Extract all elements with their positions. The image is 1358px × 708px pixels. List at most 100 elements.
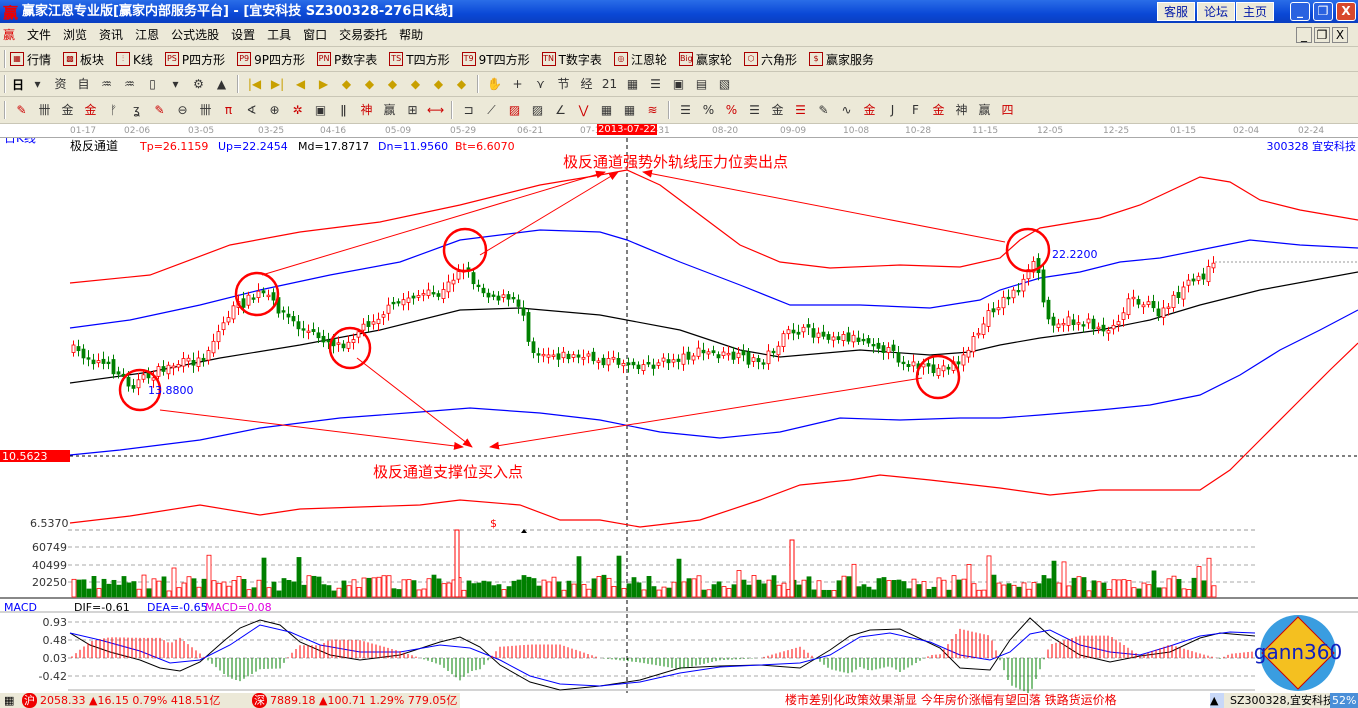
drawing-tool-icon[interactable]: ✎: [154, 102, 165, 117]
drawing-tool-icon[interactable]: ∿: [841, 102, 852, 117]
chart-tool-icon[interactable]: ◀: [295, 76, 306, 91]
toolbar-button[interactable]: TS T四方形: [389, 51, 450, 68]
drawing-tool-icon[interactable]: ≋: [647, 102, 658, 117]
drawing-tool-icon[interactable]: ▨: [531, 102, 544, 117]
drawing-tool-icon[interactable]: %: [702, 102, 715, 117]
drawing-tool-icon[interactable]: 神: [955, 102, 968, 117]
menu-item[interactable]: 帮助: [399, 28, 424, 42]
news-ticker[interactable]: 楼市差别化政策效果渐显 今年房价涨幅有望回落 铁路货运价格: [785, 693, 1117, 707]
chart-tool-icon[interactable]: ▤: [695, 76, 708, 91]
drawing-tool-icon[interactable]: ▨: [508, 102, 521, 117]
chart-tool-icon[interactable]: ⚙: [193, 76, 204, 91]
menu-item[interactable]: 浏览: [63, 28, 88, 42]
drawing-tool-icon[interactable]: ⊖: [177, 102, 188, 117]
drawing-tool-icon[interactable]: 金: [863, 102, 876, 117]
chart-tool-icon[interactable]: ▶: [318, 76, 329, 91]
customer-service-button[interactable]: 客服: [1157, 2, 1196, 21]
chart-tool-icon[interactable]: ▲: [216, 76, 227, 91]
chart-tool-icon[interactable]: ✋: [487, 76, 502, 91]
chart-tool-icon[interactable]: ◆: [410, 76, 421, 91]
menu-item[interactable]: 江恩: [135, 28, 160, 42]
chart-tool-icon[interactable]: ▾: [172, 76, 179, 91]
drawing-tool-icon[interactable]: 金: [61, 102, 74, 117]
drawing-tool-icon[interactable]: ∠: [555, 102, 566, 117]
toolbar-button[interactable]: PS P四方形: [164, 51, 225, 68]
drawing-tool-icon[interactable]: ▦: [600, 102, 613, 117]
menu-item[interactable]: 工具: [267, 28, 292, 42]
drawing-tool-icon[interactable]: ☰: [795, 102, 806, 117]
chart-tool-icon[interactable]: ♒: [124, 76, 135, 91]
toolbar-button[interactable]: Big 赢家轮: [678, 51, 732, 68]
menu-item[interactable]: 公式选股: [171, 28, 220, 42]
maximize-button[interactable]: ❐: [1313, 2, 1333, 21]
toolbar-button[interactable]: ⬡ 六角形: [743, 51, 797, 68]
period-selector[interactable]: 日: [12, 77, 25, 92]
drawing-tool-icon[interactable]: ▦: [623, 102, 636, 117]
chart-tool-icon[interactable]: ▶|: [270, 76, 285, 91]
chart-tool-icon[interactable]: ◆: [364, 76, 375, 91]
drawing-tool-icon[interactable]: π: [224, 102, 233, 117]
menu-item[interactable]: 文件: [27, 28, 52, 42]
toolbar-button[interactable]: ▦ 行情: [10, 51, 51, 68]
toolbar-button[interactable]: ⫶ K线: [116, 51, 153, 68]
drawing-tool-icon[interactable]: ⟋: [487, 102, 496, 117]
drawing-tool-icon[interactable]: 赢: [383, 102, 396, 117]
chart-tool-icon[interactable]: ◆: [341, 76, 352, 91]
chart-tool-icon[interactable]: ◆: [456, 76, 467, 91]
drawing-tool-icon[interactable]: ⊕: [269, 102, 280, 117]
toolbar-button[interactable]: TN T数字表: [541, 51, 602, 68]
chart-tool-icon[interactable]: +: [512, 76, 523, 91]
drawing-tool-icon[interactable]: 赢: [978, 102, 991, 117]
chart-tool-icon[interactable]: |◀: [247, 76, 262, 91]
scroll-up-button[interactable]: ▲: [1210, 693, 1224, 708]
chart-tool-icon[interactable]: ◆: [387, 76, 398, 91]
chart-tool-icon[interactable]: ♒: [101, 76, 112, 91]
drawing-tool-icon[interactable]: ✎: [818, 102, 829, 117]
toolbar-button[interactable]: ◎ 江恩轮: [613, 51, 667, 68]
drawing-tool-icon[interactable]: ▣: [314, 102, 327, 117]
chart-tool-icon[interactable]: ▯: [149, 76, 156, 91]
drawing-tool-icon[interactable]: 卌: [38, 102, 51, 117]
toolbar-button[interactable]: PN P数字表: [317, 51, 377, 68]
chart-tool-icon[interactable]: 21: [601, 76, 618, 91]
chart-tool-icon[interactable]: ⋎: [536, 76, 545, 91]
chart-tool-icon[interactable]: 经: [580, 76, 593, 91]
drawing-tool-icon[interactable]: ʓ: [133, 102, 140, 117]
menu-item[interactable]: 交易委托: [339, 28, 388, 42]
menu-item[interactable]: 窗口: [303, 28, 328, 42]
kline-chart[interactable]: 日K线 极反通道 Tp=26.1159 Up=22.2454 Md=17.8717 Dn=…: [0, 138, 1358, 693]
forum-button[interactable]: 论坛: [1197, 2, 1236, 21]
drawing-tool-icon[interactable]: ✎: [16, 102, 27, 117]
chart-tool-icon[interactable]: ◆: [433, 76, 444, 91]
drawing-tool-icon[interactable]: ⊞: [407, 102, 418, 117]
drawing-tool-icon[interactable]: ∢: [246, 102, 257, 117]
drawing-tool-icon[interactable]: 金: [932, 102, 945, 117]
drawing-tool-icon[interactable]: ǁ: [340, 102, 347, 117]
menu-item[interactable]: 设置: [231, 28, 256, 42]
drawing-tool-icon[interactable]: ☰: [749, 102, 760, 117]
homepage-button[interactable]: 主页: [1236, 2, 1275, 21]
drawing-tool-icon[interactable]: 四: [1001, 102, 1014, 117]
drawing-tool-icon[interactable]: ⟷: [427, 102, 445, 117]
drawing-tool-icon[interactable]: 卌: [199, 102, 212, 117]
drawing-tool-icon[interactable]: 金: [771, 102, 784, 117]
toolbar-button[interactable]: P9 9P四方形: [237, 51, 305, 68]
toolbar-button[interactable]: $ 赢家服务: [808, 51, 874, 68]
mdi-restore-button[interactable]: ❐: [1314, 26, 1330, 43]
drawing-tool-icon[interactable]: F: [912, 102, 919, 117]
mdi-close-button[interactable]: X: [1332, 26, 1348, 43]
drawing-tool-icon[interactable]: ⊐: [463, 102, 474, 117]
chart-tool-icon[interactable]: ▦: [626, 76, 639, 91]
toolbar-button[interactable]: ▩ 板块: [63, 51, 104, 68]
drawing-tool-icon[interactable]: 金: [84, 102, 97, 117]
chart-tool-icon[interactable]: ▣: [672, 76, 685, 91]
close-button[interactable]: X: [1336, 2, 1356, 21]
drawing-tool-icon[interactable]: 神: [360, 102, 373, 117]
chart-tool-icon[interactable]: 自: [77, 76, 90, 91]
drawing-tool-icon[interactable]: ᚠ: [109, 102, 118, 117]
chart-tool-icon[interactable]: 节: [557, 76, 570, 91]
chart-tool-icon[interactable]: ☰: [650, 76, 661, 91]
minimize-button[interactable]: _: [1290, 2, 1310, 21]
drawing-tool-icon[interactable]: J: [890, 102, 895, 117]
chart-tool-icon[interactable]: ▧: [718, 76, 731, 91]
